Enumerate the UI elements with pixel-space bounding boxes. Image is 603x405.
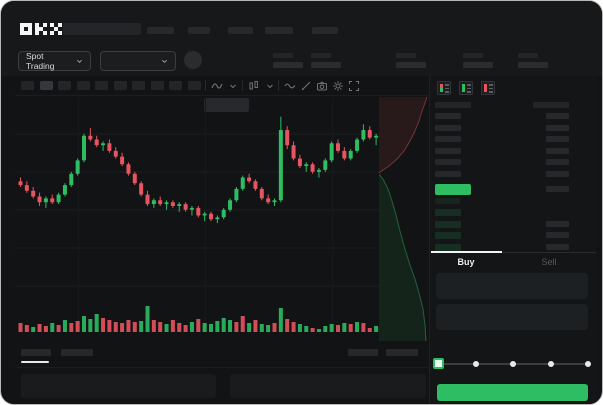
price-input[interactable] [436, 273, 588, 299]
slider-dot-25[interactable] [472, 361, 479, 367]
settings-gear-icon[interactable] [332, 80, 344, 92]
nav-item-placeholder[interactable] [147, 27, 174, 34]
bottom-tab-active[interactable] [21, 349, 51, 356]
buy-tab-underline [431, 251, 502, 253]
tab-sell[interactable]: Sell [541, 257, 557, 267]
bottom-tabs [15, 346, 429, 368]
chart-toolbar [15, 76, 429, 96]
bottom-toolbar-item[interactable] [348, 349, 378, 356]
timeframe-button[interactable] [150, 81, 164, 90]
orderbook-pane: Buy Sell [430, 76, 596, 404]
nav-item-placeholder[interactable] [265, 27, 293, 34]
candles-layer [18, 116, 379, 224]
chevron-down-icon[interactable] [264, 80, 276, 92]
camera-icon[interactable] [316, 80, 328, 92]
timeframe-button[interactable] [95, 81, 108, 90]
top-navigation-bar [1, 1, 602, 45]
bid-row[interactable] [430, 219, 596, 230]
bids-depth-area [379, 174, 426, 341]
ask-row[interactable] [430, 169, 596, 180]
instrument-toolbar: Spot Trading [1, 45, 602, 112]
orderbook-size-header [533, 102, 569, 108]
search-input[interactable] [63, 23, 141, 35]
volume-layer [18, 306, 379, 332]
last-price-size [546, 186, 569, 192]
timeframe-button[interactable] [169, 81, 182, 90]
ask-row[interactable] [430, 134, 596, 145]
trade-tabs-divider [430, 252, 596, 253]
pair-name-placeholder [204, 98, 249, 112]
orderbook-view-both-icon[interactable] [437, 81, 451, 95]
indicator-icon[interactable] [211, 80, 223, 92]
timeframe-button[interactable] [187, 81, 201, 90]
amount-input[interactable] [436, 304, 588, 330]
chart-pane [15, 76, 430, 404]
bottom-toolbar-item[interactable] [386, 349, 418, 356]
bid-row[interactable] [430, 242, 596, 253]
spot-trading-dropdown[interactable]: Spot Trading [18, 51, 91, 71]
orderbook-view-bids-icon[interactable] [459, 81, 473, 95]
ask-row[interactable] [430, 111, 596, 122]
ask-row[interactable] [430, 123, 596, 134]
nav-item-placeholder[interactable] [188, 27, 210, 34]
bid-row[interactable] [430, 207, 596, 218]
timeframe-button[interactable] [132, 81, 145, 90]
bid-row[interactable] [430, 230, 596, 241]
wave-tool-icon[interactable] [284, 80, 296, 92]
timeframe-button[interactable] [58, 81, 71, 90]
nav-item-placeholder[interactable] [228, 27, 253, 34]
okx-logo[interactable] [20, 23, 62, 35]
ask-row[interactable] [430, 146, 596, 157]
depth-chart[interactable] [379, 97, 429, 341]
chevron-down-icon [76, 59, 83, 63]
chart-type-icon[interactable] [248, 80, 260, 92]
slider-dot-100[interactable] [585, 361, 591, 367]
buy-button[interactable] [437, 384, 588, 401]
draw-tool-icon[interactable] [300, 80, 312, 92]
faint-bid-bar [435, 198, 460, 204]
candlestick-chart[interactable] [15, 97, 379, 341]
nav-item-placeholder[interactable] [312, 27, 338, 34]
tab-buy[interactable]: Buy [457, 257, 475, 267]
timeframe-button[interactable] [113, 81, 127, 90]
slider-dot-50[interactable] [510, 361, 516, 367]
asks-depth-area [379, 97, 427, 173]
orderbook-price-header [435, 102, 471, 108]
timeframe-button[interactable] [76, 81, 90, 90]
pane-divider [429, 76, 430, 404]
history-panel-placeholder [230, 374, 426, 398]
coin-icon [184, 51, 202, 69]
orderbook-view-asks-icon[interactable] [481, 81, 495, 95]
pair-selector-dropdown[interactable] [100, 51, 176, 71]
slider-handle[interactable] [433, 358, 444, 369]
orders-panel-placeholder [21, 374, 216, 398]
last-price-badge[interactable] [435, 184, 471, 195]
chevron-down-icon[interactable] [227, 80, 239, 92]
fullscreen-icon[interactable] [348, 80, 360, 92]
bottom-tab[interactable] [61, 349, 93, 356]
spot-trading-label: Spot Trading [26, 51, 55, 71]
chevron-down-icon [161, 59, 168, 63]
timeframe-button[interactable] [39, 81, 53, 90]
slider-dot-75[interactable] [547, 361, 554, 367]
active-tab-underline [21, 361, 49, 363]
ask-row[interactable] [430, 157, 596, 168]
timeframe-button[interactable] [21, 81, 34, 90]
